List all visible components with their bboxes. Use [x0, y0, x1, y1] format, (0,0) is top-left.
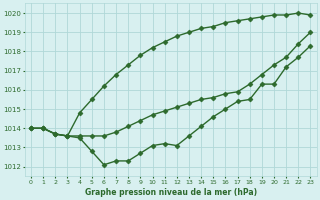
X-axis label: Graphe pression niveau de la mer (hPa): Graphe pression niveau de la mer (hPa): [85, 188, 257, 197]
